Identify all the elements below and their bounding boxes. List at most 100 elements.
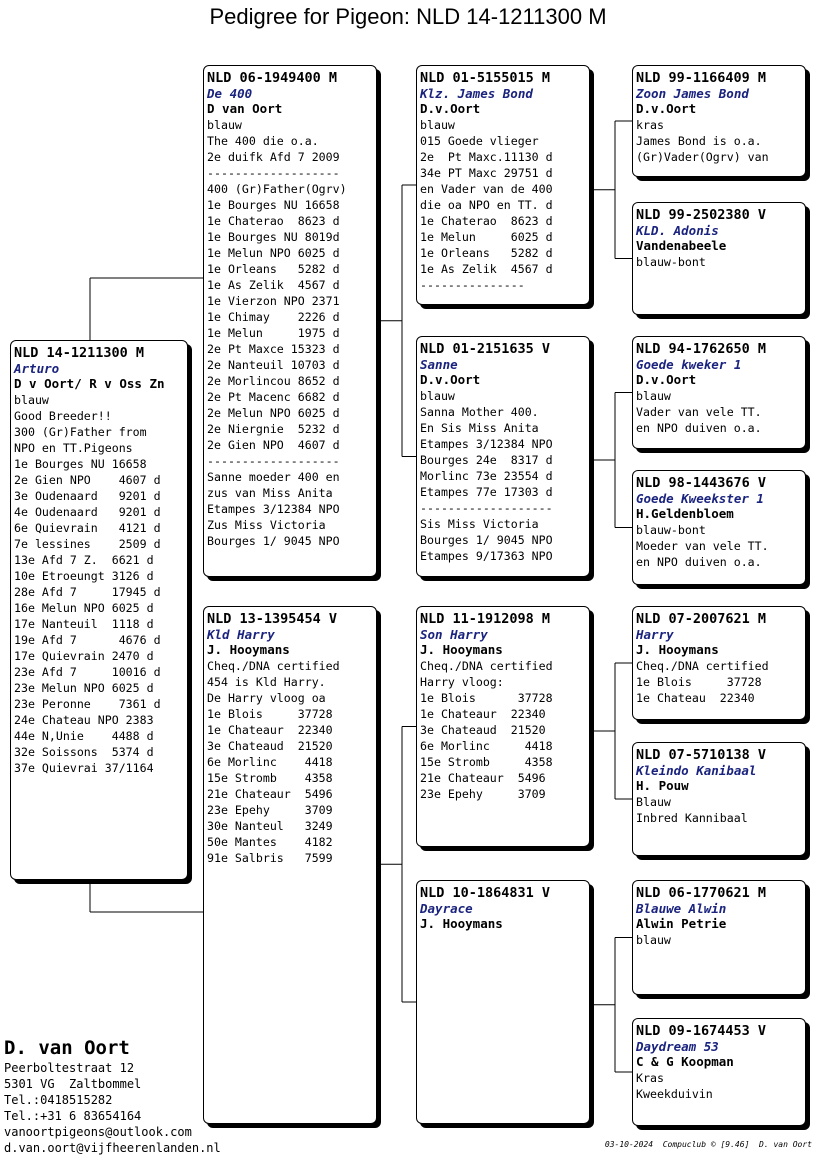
info-line: blauw: [636, 389, 671, 403]
info-line: die oa NPO en TT. d: [420, 198, 553, 212]
ring-number: NLD 07-2007621 M: [636, 611, 767, 627]
info-line: 015 Goede vlieger: [420, 134, 539, 148]
pigeon-name: Blauwe Alwin: [636, 901, 727, 916]
info-line: 1e Bourges NU 16658: [207, 198, 340, 212]
info-line: Bourges 24e 8317 d: [420, 453, 553, 467]
info-line: 15e Stromb 4358: [207, 771, 333, 785]
info-line: 1e Melun NPO 6025 d: [207, 246, 340, 260]
info-line: 3e Chateaud 21520: [420, 723, 546, 737]
pigeon-name: Kleindo Kanibaal: [636, 763, 757, 778]
info-line: 3e Chateaud 21520: [207, 739, 333, 753]
info-line: Sanne moeder 400 en: [207, 470, 340, 484]
info-line: 34e PT Maxc 29751 d: [420, 166, 553, 180]
breeder-line: vanoortpigeons@outlook.com: [4, 1125, 192, 1139]
pigeon-name: Harry: [636, 627, 674, 642]
info-line: 1e Blois 37728: [636, 675, 762, 689]
info-line: 16e Melun NPO 6025 d: [14, 601, 154, 615]
info-line: 19e Afd 7 4676 d: [14, 633, 161, 647]
pigeon-box: NLD 07-5710138 V Kleindo Kanibaal H. Pouw B…: [632, 742, 806, 856]
ring-number: NLD 01-5155015 M: [420, 70, 551, 86]
info-line: blauw-bont: [636, 255, 706, 269]
pigeon-name: Goede kweker 1: [636, 357, 742, 372]
info-line: 1e Bourges NU 8019d: [207, 230, 340, 244]
info-line: Kweekduivin: [636, 1087, 713, 1101]
info-line: Bourges 1/ 9045 NPO: [420, 533, 553, 547]
pigeon-box: NLD 99-1166409 M Zoon James Bond D.v.Oort k…: [632, 65, 806, 177]
pigeon-name: Dayrace: [420, 901, 473, 916]
info-line: kras: [636, 118, 664, 132]
info-line: Cheq./DNA certified: [636, 659, 769, 673]
ring-number: NLD 14-1211300 M: [14, 345, 145, 361]
pigeon-box: NLD 01-5155015 M Klz. James Bond D.v.Oort b…: [416, 65, 590, 305]
breeder-info: D. van Oort Peerboltestraat 12 5301 VG Za…: [4, 1036, 221, 1156]
info-line: Sis Miss Victoria: [420, 517, 539, 531]
info-line: James Bond is o.a.: [636, 134, 762, 148]
info-line: 15e Stromb 4358: [420, 755, 553, 769]
info-line: 1e Chateau 22340: [636, 691, 755, 705]
pigeon-box: NLD 14-1211300 M Arturo D v Oort/ R v Oss …: [10, 340, 188, 880]
info-line: (Gr)Vader(Ogrv) van: [636, 150, 769, 164]
pigeon-name: KLD. Adonis: [636, 223, 719, 238]
info-line: 1e Melun 6025 d: [420, 230, 553, 244]
info-line: 7e lessines 2509 d: [14, 537, 161, 551]
info-line: blauw-bont: [636, 523, 706, 537]
info-line: 2e Gien NPO 4607 d: [14, 473, 161, 487]
info-line: 24e Chateau NPO 2383: [14, 713, 154, 727]
info-line: 1e Chateaur 22340: [207, 723, 333, 737]
ring-number: NLD 07-5710138 V: [636, 747, 767, 763]
owner: D van Oort: [207, 101, 283, 116]
ring-number: NLD 06-1770621 M: [636, 885, 767, 901]
info-line: Etampes 3/12384 NPO: [420, 437, 553, 451]
info-line: 32e Soissons 5374 d: [14, 745, 154, 759]
info-line: 21e Chateaur 5496: [207, 787, 333, 801]
info-line: 1e Chaterao 8623 d: [207, 214, 340, 228]
info-line: Blauw: [636, 795, 671, 809]
info-line: 1e Melun 1975 d: [207, 326, 340, 340]
owner: Vandenabeele: [636, 238, 727, 253]
ring-number: NLD 01-2151635 V: [420, 341, 551, 357]
owner: D v Oort/ R v Oss Zn: [14, 376, 165, 391]
pigeon-box: NLD 13-1395454 V Kld Harry J. Hooymans Cheq…: [203, 606, 377, 1124]
info-line: blauw: [636, 933, 671, 947]
info-line: Zus Miss Victoria: [207, 518, 326, 532]
owner: D.v.Oort: [420, 101, 481, 116]
info-line: 50e Mantes 4182: [207, 835, 333, 849]
info-line: Kras: [636, 1071, 664, 1085]
pigeon-name: Sanne: [420, 357, 458, 372]
pigeon-box: NLD 06-1770621 M Blauwe Alwin Alwin Petrie…: [632, 880, 806, 995]
info-line: 2e Pt Maxce 15323 d: [207, 342, 340, 356]
info-line: 454 is Kld Harry.: [207, 675, 326, 689]
info-line: 2e Niergnie 5232 d: [207, 422, 340, 436]
info-line: 21e Chateaur 5496: [420, 771, 546, 785]
info-line: The 400 die o.a.: [207, 134, 319, 148]
info-line: zus van Miss Anita: [207, 486, 333, 500]
info-line: 2e Nanteuil 10703 d: [207, 358, 340, 372]
info-line: 2e Morlincou 8652 d: [207, 374, 340, 388]
ring-number: NLD 09-1674453 V: [636, 1023, 767, 1039]
info-line: 2e Melun NPO 6025 d: [207, 406, 340, 420]
pigeon-name: Son Harry: [420, 627, 488, 642]
info-line: 1e Bourges NU 16658: [14, 457, 147, 471]
ring-number: NLD 94-1762650 M: [636, 341, 767, 357]
owner: J. Hooymans: [420, 916, 503, 931]
info-line: 23e Melun NPO 6025 d: [14, 681, 154, 695]
pigeon-name: Kld Harry: [207, 627, 275, 642]
pigeon-name: De 400: [207, 86, 253, 101]
info-line: ---------------: [420, 278, 525, 292]
info-line: 3e Oudenaard 9201 d: [14, 489, 161, 503]
owner: Alwin Petrie: [636, 916, 727, 931]
owner: J. Hooymans: [636, 642, 719, 657]
pigeon-name: Goede Kweekster 1: [636, 491, 764, 506]
info-line: -------------------: [420, 501, 553, 515]
info-line: 2e Pt Maxc.11130 d: [420, 150, 553, 164]
info-line: Etampes 77e 17303 d: [420, 485, 553, 499]
info-line: Cheq./DNA certified: [207, 659, 340, 673]
owner: H.Geldenbloem: [636, 506, 734, 521]
info-line: 1e Orleans 5282 d: [420, 246, 553, 260]
info-line: 37e Quievrai 37/1164: [14, 761, 154, 775]
pigeon-box: NLD 94-1762650 M Goede kweker 1 D.v.Oort bl…: [632, 336, 806, 449]
info-line: 23e Epehy 3709: [207, 803, 333, 817]
info-line: 1e Chimay 2226 d: [207, 310, 340, 324]
title: Pedigree for Pigeon: NLD 14-1211300 M: [209, 4, 607, 29]
info-line: 91e Salbris 7599: [207, 851, 333, 865]
